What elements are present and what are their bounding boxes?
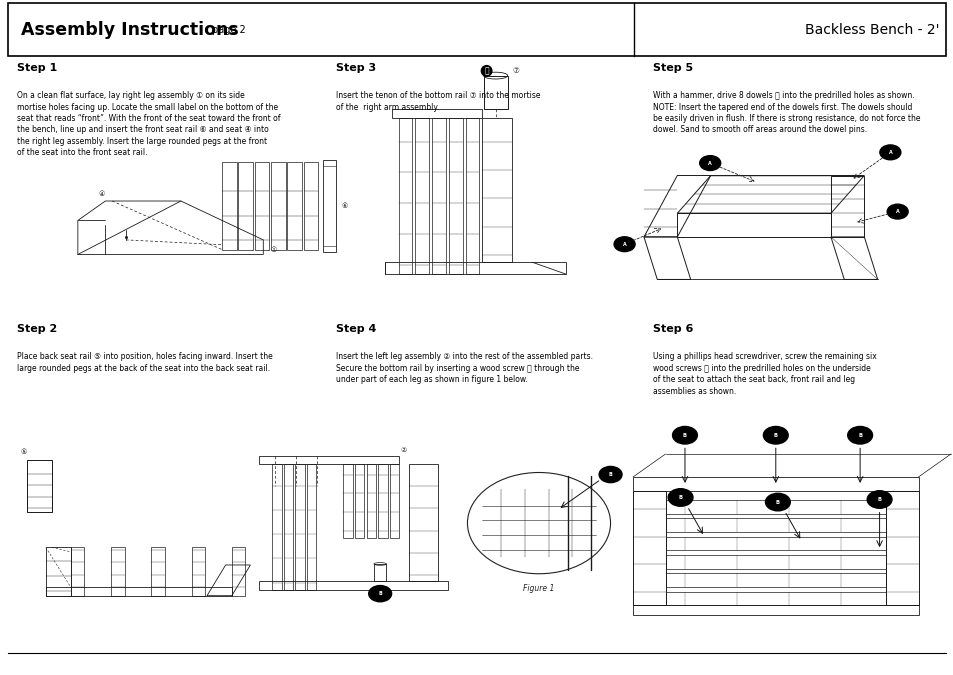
Text: B: B [682,433,686,438]
Text: A: A [622,242,626,246]
Text: Ⓑ: Ⓑ [484,66,488,76]
Circle shape [672,427,697,444]
Text: page 2: page 2 [212,25,245,34]
Text: Step 2: Step 2 [17,324,57,334]
Circle shape [667,489,692,506]
Circle shape [699,156,720,171]
Text: ④: ④ [99,191,105,197]
Text: ⑤: ⑤ [21,450,28,455]
FancyBboxPatch shape [8,3,945,56]
Text: B: B [877,497,881,502]
Text: B: B [775,500,779,505]
Text: Backless Bench - 2': Backless Bench - 2' [804,23,939,36]
Text: Assembly Instructions: Assembly Instructions [21,21,238,38]
Circle shape [368,585,391,602]
Text: On a clean flat surface, lay right leg assembly ① on its side
mortise holes faci: On a clean flat surface, lay right leg a… [17,91,280,157]
Text: Step 4: Step 4 [335,324,375,334]
Text: ①: ① [270,246,276,252]
Text: Step 1: Step 1 [17,63,57,73]
Text: Using a phillips head screwdriver, screw the remaining six
wood screws Ⓑ into th: Using a phillips head screwdriver, screw… [653,352,877,396]
Text: B: B [608,472,612,477]
Text: ②: ② [399,447,406,452]
Text: Place back seat rail ⑤ into position, holes facing inward. Insert the
large roun: Place back seat rail ⑤ into position, ho… [17,352,273,373]
Text: B: B [678,495,681,500]
Text: Figure 1: Figure 1 [523,584,554,593]
Circle shape [614,237,635,252]
Text: With a hammer, drive 8 dowels Ⓐ into the predrilled holes as shown.
NOTE: Insert: With a hammer, drive 8 dowels Ⓐ into the… [653,91,920,134]
Text: Insert the tenon of the bottom rail ⑦ into the mortise
of the  right arm assembl: Insert the tenon of the bottom rail ⑦ in… [335,91,539,111]
Text: ⑥: ⑥ [341,203,347,209]
Circle shape [879,145,900,160]
Text: Step 5: Step 5 [653,63,693,73]
Circle shape [886,204,907,219]
Text: B: B [378,591,381,596]
Circle shape [762,427,787,444]
Circle shape [598,466,621,483]
Text: A: A [887,150,891,155]
Text: B: B [858,433,862,438]
Circle shape [847,427,872,444]
Text: Step 3: Step 3 [335,63,375,73]
Text: ⑦: ⑦ [512,66,518,76]
Text: Insert the left leg assembly ② into the rest of the assembled parts.
Secure the : Insert the left leg assembly ② into the … [335,352,592,384]
Circle shape [764,493,789,511]
Text: Step 6: Step 6 [653,324,693,334]
Text: A: A [895,209,899,214]
Circle shape [866,491,891,508]
Text: Ⓑ: Ⓑ [484,66,488,76]
Text: B: B [773,433,777,438]
Text: A: A [707,161,711,165]
